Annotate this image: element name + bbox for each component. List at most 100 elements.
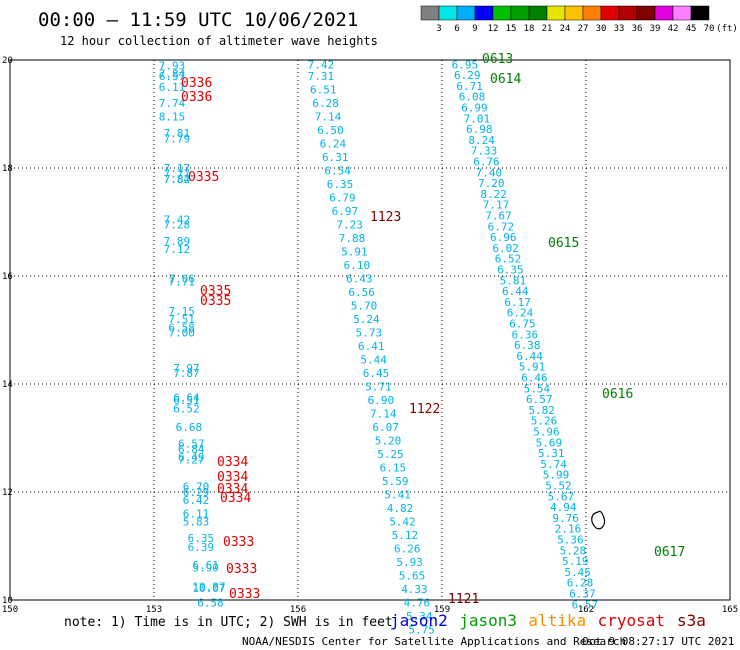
wave-height-value: 5.69 [536, 436, 563, 449]
y-tick-label: 18 [2, 164, 13, 174]
color-scale-legend: 3 6 9 12 15 18 21 24 27 30 33 36 39 42 45 70 (ft) [420, 5, 738, 34]
wave-height-value: 7.79 [164, 132, 191, 145]
wave-height-value: 6.64 [173, 392, 200, 405]
footer-timestamp: Oct 9 08:27:17 UTC 2021 [582, 635, 734, 648]
color-scale-label: 24 [560, 24, 571, 34]
wave-height-value: 7.74 [159, 97, 186, 110]
color-scale-label: 42 [668, 24, 679, 34]
wave-height-value: 6.51 [173, 394, 200, 407]
wave-height-value: 6.37 [569, 588, 596, 601]
wave-height-value: 7.20 [478, 177, 505, 190]
wave-height-value: 8.24 [468, 134, 495, 147]
wave-height-value: 5.73 [356, 327, 383, 340]
x-tick-label: 165 [722, 605, 738, 615]
color-scale-label: 33 [614, 24, 625, 34]
wave-height-value: 8.15 [159, 111, 186, 124]
wave-height-value: 5.31 [538, 447, 565, 460]
color-scale-swatch [528, 5, 548, 21]
cycle-label: 0335 [200, 284, 231, 299]
wave-height-value: 6.57 [159, 70, 186, 83]
wave-height-value: 7.15 [168, 305, 195, 318]
wave-height-value: 7.01 [464, 112, 491, 125]
wave-height-value: 5.42 [389, 516, 416, 529]
wave-height-value: 6.57 [526, 393, 553, 406]
wave-height-value: 7.93 [159, 59, 186, 72]
wave-height-value: 6.61 [192, 559, 219, 572]
color-scale-swatch [564, 5, 584, 21]
wave-height-value: 6.43 [346, 273, 373, 286]
wave-height-value: 5.91 [519, 361, 546, 374]
wave-height-value: 6.79 [329, 192, 356, 205]
cycle-label: 0614 [490, 72, 521, 87]
cycle-label: 0615 [548, 236, 579, 251]
wave-height-value: 7.27 [178, 454, 205, 467]
color-scale-label: 21 [542, 24, 553, 34]
color-scale-label: 30 [596, 24, 607, 34]
color-scale-swatch [582, 5, 602, 21]
wave-height-value: 7.40 [476, 166, 503, 179]
wave-height-value: 6.38 [514, 339, 541, 352]
x-tick-label: 162 [578, 605, 594, 615]
wave-height-value: 6.71 [456, 80, 483, 93]
wave-height-value: 4.94 [550, 501, 577, 514]
wave-height-value: 7.67 [485, 210, 512, 223]
wave-height-value: 6.51 [310, 84, 337, 97]
wave-height-value: 7.42 [164, 213, 191, 226]
color-scale-swatch [618, 5, 638, 21]
wave-height-value: 6.57 [572, 598, 599, 611]
wave-height-value: 5.83 [183, 516, 210, 529]
wave-height-value: 4.33 [401, 583, 428, 596]
color-scale-swatch [492, 5, 512, 21]
wave-height-value: 5.59 [382, 475, 409, 488]
wave-height-value: 6.24 [507, 307, 534, 320]
wave-height-value: 5.96 [533, 426, 560, 439]
wave-height-value: 7.33 [471, 145, 498, 158]
wave-height-value: 7.42 [308, 58, 335, 71]
wave-height-value: 5.65 [399, 570, 426, 583]
wave-height-value: 5.24 [353, 313, 380, 326]
y-tick-label: 16 [2, 272, 13, 282]
wave-height-value: 7.66 [168, 273, 195, 286]
x-tick-label: 153 [146, 605, 162, 615]
wave-height-value: 6.90 [368, 394, 395, 407]
wave-height-value: 6.68 [176, 421, 203, 434]
wave-height-value: 6.70 [183, 481, 210, 494]
color-scale-label: 36 [632, 24, 643, 34]
wave-height-value: 5.36 [557, 534, 584, 547]
cycle-label: 0336 [181, 76, 212, 91]
wave-height-value: 6.45 [363, 367, 390, 380]
wave-height-value: 7.88 [339, 232, 366, 245]
wave-height-value: 6.50 [317, 124, 344, 137]
mission-legend-item: cryosat [598, 611, 665, 630]
axis-ticks: 150 153 156 159 162 165 10 12 14 16 18 20 [2, 56, 738, 615]
data-points: 7.937.846.576.117.748.157.817.797.177.77… [159, 58, 598, 636]
wave-height-value: 9.76 [552, 512, 579, 525]
color-scale-swatch [654, 5, 674, 21]
wave-height-value: 6.98 [466, 123, 493, 136]
color-scale-label: 70 [704, 24, 715, 34]
wave-height-value: 6.84 [178, 443, 205, 456]
wave-height-value: 6.99 [461, 102, 488, 115]
wave-height-value: 6.76 [473, 156, 500, 169]
wave-height-value: 7.28 [164, 219, 191, 232]
wave-height-value: 5.52 [545, 480, 572, 493]
wave-height-value: 6.11 [159, 81, 186, 94]
wave-height-value: 5.41 [384, 489, 411, 502]
wave-height-value: 6.08 [459, 91, 486, 104]
color-scale-swatch [636, 5, 656, 21]
wave-height-value: 5.34 [406, 610, 433, 623]
wave-height-value: 7.87 [173, 367, 200, 380]
color-scale-swatch [690, 5, 710, 21]
wave-height-value: 5.90 [192, 562, 219, 575]
cycle-label: 0336 [181, 90, 212, 105]
wave-height-value: 6.52 [495, 253, 522, 266]
wave-height-value: 5.26 [531, 415, 558, 428]
wave-height-value: 5.20 [375, 435, 402, 448]
wave-height-value: 6.46 [521, 372, 548, 385]
wave-height-value: 5.67 [548, 490, 575, 503]
wave-height-value: 5.12 [392, 529, 419, 542]
wave-height-value: 6.36 [512, 328, 538, 341]
wave-height-value: 8.22 [480, 188, 507, 201]
wave-height-value: 6.39 [188, 541, 215, 554]
plot-area [9, 59, 731, 601]
